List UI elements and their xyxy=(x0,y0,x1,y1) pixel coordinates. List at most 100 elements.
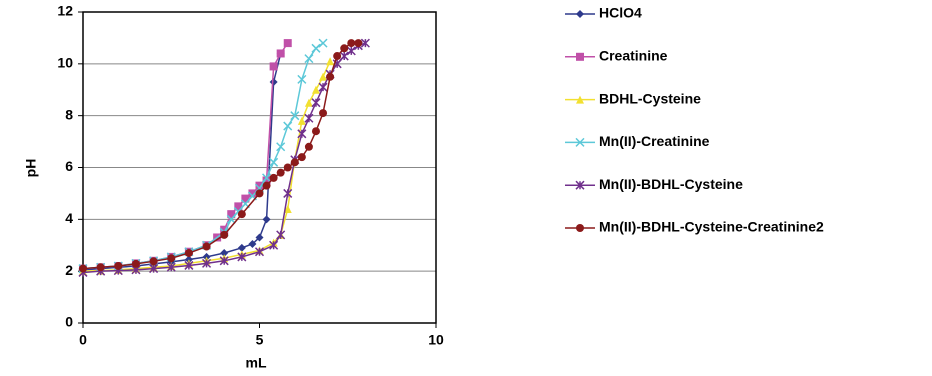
y-tick-label: 10 xyxy=(57,55,73,71)
marker xyxy=(297,116,306,125)
marker xyxy=(576,52,584,61)
legend-label: Mn(II)-BDHL-Cysteine-Creatinine2 xyxy=(599,219,824,235)
legend-label: Mn(II)-BDHL-Cysteine xyxy=(599,176,743,192)
x-axis-label: mL xyxy=(246,355,267,371)
marker xyxy=(347,39,356,48)
marker xyxy=(262,176,271,185)
marker xyxy=(297,129,307,139)
y-tick-label: 8 xyxy=(65,106,73,122)
marker xyxy=(576,224,584,232)
marker xyxy=(248,189,257,198)
marker xyxy=(311,43,321,53)
marker xyxy=(220,225,229,234)
marker xyxy=(326,57,335,66)
marker xyxy=(318,82,328,92)
marker xyxy=(149,264,159,274)
legend-label: Creatinine xyxy=(599,48,668,64)
y-tick-label: 6 xyxy=(65,158,73,174)
marker xyxy=(167,254,176,263)
marker xyxy=(326,72,335,81)
y-axis-label: pH xyxy=(23,159,39,178)
marker xyxy=(237,252,247,262)
marker xyxy=(255,181,264,190)
x-tick-label: 5 xyxy=(256,332,264,348)
marker xyxy=(283,204,292,213)
marker xyxy=(304,142,313,151)
marker xyxy=(114,261,123,270)
marker xyxy=(333,52,342,61)
marker xyxy=(184,249,193,258)
marker xyxy=(283,188,293,198)
marker xyxy=(575,180,585,190)
marker xyxy=(283,121,293,131)
marker xyxy=(262,215,271,224)
marker xyxy=(131,259,140,268)
marker xyxy=(360,38,370,48)
x-tick-label: 10 xyxy=(428,332,444,348)
marker xyxy=(237,210,246,219)
marker xyxy=(269,77,278,86)
marker xyxy=(241,194,250,203)
y-tick-label: 2 xyxy=(65,262,73,278)
marker xyxy=(255,189,264,198)
marker xyxy=(276,230,286,240)
marker xyxy=(304,54,314,64)
marker xyxy=(202,242,211,251)
marker xyxy=(297,74,307,84)
marker xyxy=(220,230,229,239)
marker xyxy=(262,173,272,183)
marker xyxy=(184,260,194,270)
marker xyxy=(290,111,300,121)
marker xyxy=(290,158,299,167)
marker xyxy=(166,262,176,272)
marker xyxy=(304,98,313,107)
marker xyxy=(311,85,320,94)
marker xyxy=(297,153,306,162)
marker xyxy=(255,233,264,242)
marker xyxy=(234,202,243,211)
marker xyxy=(354,39,363,48)
marker xyxy=(576,10,584,18)
legend-label: Mn(II)-Creatinine xyxy=(599,133,710,149)
y-tick-label: 4 xyxy=(65,210,73,226)
marker xyxy=(220,249,229,258)
marker xyxy=(276,168,285,177)
marker xyxy=(202,258,212,268)
marker xyxy=(339,51,349,61)
marker xyxy=(340,44,349,53)
marker xyxy=(276,49,285,58)
marker xyxy=(226,214,236,224)
marker xyxy=(575,137,585,147)
series-line xyxy=(82,42,324,270)
x-tick-label: 0 xyxy=(79,332,87,348)
marker xyxy=(248,239,257,248)
marker xyxy=(219,256,229,266)
marker xyxy=(227,210,236,219)
marker xyxy=(262,181,271,190)
marker xyxy=(319,109,328,118)
marker xyxy=(319,72,328,81)
marker xyxy=(254,247,265,257)
legend-label: BDHL-Cysteine xyxy=(599,90,701,106)
marker xyxy=(269,240,279,250)
y-tick-label: 12 xyxy=(57,3,73,19)
y-tick-label: 0 xyxy=(65,314,73,330)
marker xyxy=(79,264,87,273)
series-line xyxy=(82,53,282,271)
marker xyxy=(311,127,320,136)
marker xyxy=(304,113,314,123)
marker xyxy=(269,62,278,71)
plot-border xyxy=(82,11,437,324)
marker xyxy=(283,39,292,48)
marker xyxy=(269,157,279,167)
marker xyxy=(346,46,356,56)
marker xyxy=(269,173,278,182)
marker xyxy=(332,59,342,69)
marker xyxy=(149,257,158,266)
marker xyxy=(318,38,328,48)
marker xyxy=(576,95,584,104)
marker xyxy=(237,243,246,252)
series-line xyxy=(82,42,289,270)
marker xyxy=(96,263,105,272)
